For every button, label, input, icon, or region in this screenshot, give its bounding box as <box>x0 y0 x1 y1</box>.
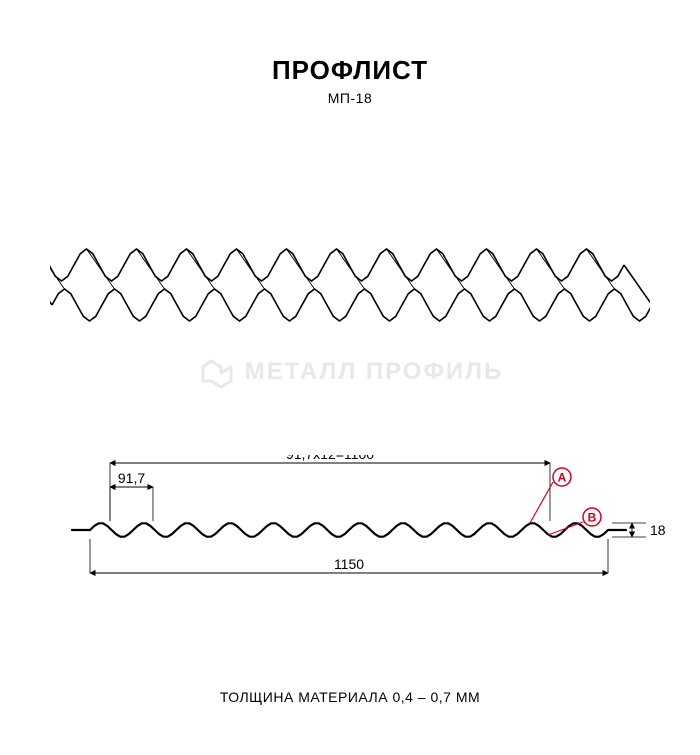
svg-text:18: 18 <box>650 522 666 538</box>
profile-diagram: 91,7x12=1100 91,7 1150 18 A B <box>50 455 670 595</box>
footer-text: ТОЛЩИНА МАТЕРИАЛА 0,4 – 0,7 ММ <box>0 689 700 705</box>
page-subtitle: МП-18 <box>0 90 700 106</box>
watermark-logo-icon <box>197 355 237 389</box>
page-title: ПРОФЛИСТ <box>0 55 700 86</box>
iso-diagram <box>50 205 650 345</box>
svg-text:91,7x12=1100: 91,7x12=1100 <box>286 455 374 462</box>
svg-text:A: A <box>558 471 567 485</box>
watermark: МЕТАЛЛ ПРОФИЛЬ <box>0 355 700 389</box>
svg-text:1150: 1150 <box>334 556 364 572</box>
svg-text:91,7: 91,7 <box>118 470 145 486</box>
svg-text:B: B <box>588 511 597 525</box>
watermark-text: МЕТАЛЛ ПРОФИЛЬ <box>245 358 504 386</box>
